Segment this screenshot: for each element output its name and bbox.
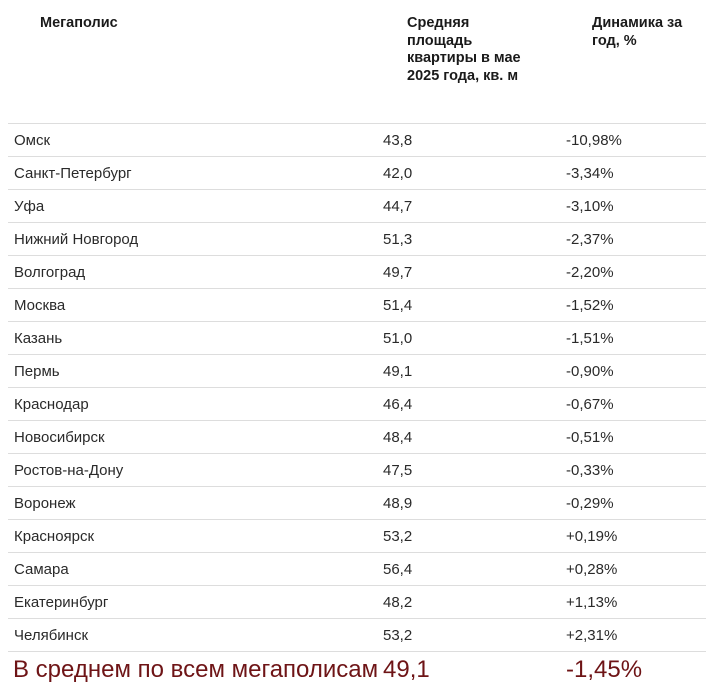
city-cell: Новосибирск xyxy=(14,429,105,446)
city-cell: Воронеж xyxy=(14,495,76,512)
city-cell: Волгоград xyxy=(14,264,86,281)
area-cell: 44,7 xyxy=(383,198,413,215)
city-cell: Краснодар xyxy=(14,396,89,413)
area-cell: 49,7 xyxy=(383,264,413,281)
change-cell: -0,33% xyxy=(566,462,614,479)
footer-area: 49,1 xyxy=(383,656,430,683)
table-row: Пермь 49,1 -0,90% xyxy=(8,355,706,388)
area-cell: 49,1 xyxy=(383,363,413,380)
area-cell: 53,2 xyxy=(383,528,413,545)
table-row: Москва 51,4 -1,52% xyxy=(8,289,706,322)
change-cell: -2,20% xyxy=(566,264,614,281)
area-cell: 48,2 xyxy=(383,594,413,611)
table-row: Самара 56,4 +0,28% xyxy=(8,553,706,586)
change-cell: -3,10% xyxy=(566,198,614,215)
area-cell: 56,4 xyxy=(383,561,413,578)
city-cell: Пермь xyxy=(14,363,60,380)
city-cell: Самара xyxy=(14,561,69,578)
change-cell: -0,67% xyxy=(566,396,614,413)
city-cell: Уфа xyxy=(14,198,45,215)
city-cell: Красноярск xyxy=(14,528,95,545)
footer-change: -1,45% xyxy=(566,656,643,683)
city-cell: Москва xyxy=(14,297,66,314)
area-cell: 46,4 xyxy=(383,396,413,413)
table-row: Красноярск 53,2 +0,19% xyxy=(8,520,706,553)
change-cell: -2,37% xyxy=(566,231,614,248)
table-body: Омск 43,8 -10,98% Санкт-Петербург 42,0 -3,34%… xyxy=(8,123,706,652)
table-row: Нижний Новгород 51,3 -2,37% xyxy=(8,223,706,256)
change-cell: +0,28% xyxy=(566,561,618,578)
area-cell: 48,4 xyxy=(383,429,413,446)
city-cell: Челябинск xyxy=(14,627,89,644)
table-row: Омск 43,8 -10,98% xyxy=(8,124,706,157)
city-cell: Нижний Новгород xyxy=(14,231,139,248)
column-header-change: Динамика за год, % xyxy=(592,15,683,49)
area-cell: 51,4 xyxy=(383,297,413,314)
area-cell: 47,5 xyxy=(383,462,413,479)
area-cell: 53,2 xyxy=(383,627,413,644)
table-row: Волгоград 49,7 -2,20% xyxy=(8,256,706,289)
table-row: Челябинск 53,2 +2,31% xyxy=(8,619,706,652)
area-cell: 51,0 xyxy=(383,330,413,347)
table-row: Казань 51,0 -1,51% xyxy=(8,322,706,355)
change-cell: -1,52% xyxy=(566,297,614,314)
area-cell: 48,9 xyxy=(383,495,413,512)
table-row: Воронеж 48,9 -0,29% xyxy=(8,487,706,520)
footer-label: В среднем по всем мегаполисам xyxy=(13,656,379,683)
area-cell: 43,8 xyxy=(383,132,413,149)
column-header-city: Мегаполис xyxy=(40,15,118,31)
change-cell: -3,34% xyxy=(566,165,614,182)
city-cell: Екатеринбург xyxy=(14,594,109,611)
area-cell: 51,3 xyxy=(383,231,413,248)
city-cell: Казань xyxy=(14,330,63,347)
area-cell: 42,0 xyxy=(383,165,413,182)
column-header-area: Средняя площадь квартиры в мае 2025 года… xyxy=(407,15,521,84)
table-row: Новосибирск 48,4 -0,51% xyxy=(8,421,706,454)
change-cell: +2,31% xyxy=(566,627,618,644)
city-cell: Санкт-Петербург xyxy=(14,165,132,182)
change-cell: -10,98% xyxy=(566,132,622,149)
table-footer-average: В среднем по всем мегаполисам 49,1 -1,45… xyxy=(0,652,706,691)
change-cell: +0,19% xyxy=(566,528,618,545)
table-row: Санкт-Петербург 42,0 -3,34% xyxy=(8,157,706,190)
change-cell: -0,90% xyxy=(566,363,614,380)
table-row: Краснодар 46,4 -0,67% xyxy=(8,388,706,421)
table-row: Екатеринбург 48,2 +1,13% xyxy=(8,586,706,619)
change-cell: +1,13% xyxy=(566,594,618,611)
change-cell: -0,51% xyxy=(566,429,614,446)
change-cell: -0,29% xyxy=(566,495,614,512)
city-cell: Омск xyxy=(14,132,51,149)
table-row: Уфа 44,7 -3,10% xyxy=(8,190,706,223)
table-row: Ростов-на-Дону 47,5 -0,33% xyxy=(8,454,706,487)
change-cell: -1,51% xyxy=(566,330,614,347)
city-cell: Ростов-на-Дону xyxy=(14,462,124,479)
